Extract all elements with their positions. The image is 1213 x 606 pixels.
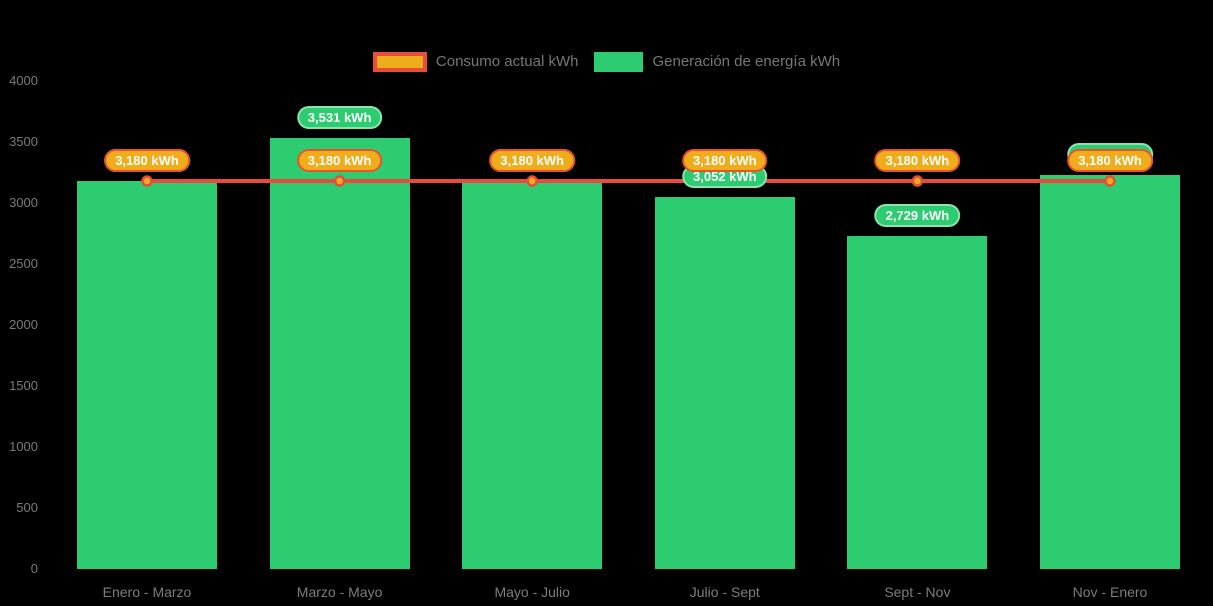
x-label-5: Nov - Enero [1072, 584, 1148, 600]
bar-value-label-4: 2,729 kWh [874, 204, 961, 228]
y-tick-500: 500 [16, 500, 38, 515]
line-value-label-4: 3,180 kWh [874, 149, 961, 173]
bar-5[interactable] [1040, 175, 1180, 569]
y-tick-4000: 4000 [9, 73, 38, 88]
y-tick-3500: 3500 [9, 134, 38, 149]
x-label-1: Marzo - Mayo [296, 584, 383, 600]
y-tick-0: 0 [30, 561, 38, 576]
line-value-label-5: 3,180 kWh [1067, 149, 1153, 173]
legend-item-consumo[interactable]: Consumo actual kWh [372, 51, 579, 73]
x-label-4: Sept - Nov [884, 584, 951, 600]
x-label-0: Enero - Marzo [102, 584, 192, 600]
legend-item-generacion[interactable]: Generación de energía kWh [594, 51, 840, 73]
line-value-label-2: 3,180 kWh [489, 149, 575, 173]
line-value-label-0: 3,180 kWh [104, 149, 190, 173]
legend-label-consumo: Consumo actual kWh [435, 53, 579, 70]
chart-legend: Consumo actual kWh Generación de energía… [0, 51, 1213, 73]
y-tick-2500: 2500 [9, 256, 38, 271]
consumo-line-swatch-icon [372, 52, 427, 72]
bar-2[interactable] [462, 181, 603, 569]
line-value-label-1: 3,180 kWh [296, 149, 383, 173]
generacion-bar-swatch-icon [594, 52, 644, 72]
bar-0[interactable] [77, 181, 217, 569]
y-tick-1000: 1000 [9, 439, 38, 454]
x-label-3: Julio - Sept [689, 584, 760, 600]
legend-label-generacion: Generación de energía kWh [652, 53, 841, 70]
x-label-2: Mayo - Julio [494, 584, 570, 600]
bar-4[interactable] [847, 236, 988, 569]
bar-1[interactable] [269, 138, 410, 569]
bar-value-label-1: 3,531 kWh [296, 106, 383, 130]
line-point-4[interactable] [911, 175, 924, 187]
y-tick-3000: 3000 [9, 195, 38, 210]
bar-3[interactable] [654, 196, 795, 569]
y-tick-2000: 2000 [9, 317, 38, 332]
line-value-label-3: 3,180 kWh [682, 149, 768, 173]
y-tick-1500: 1500 [9, 378, 38, 393]
